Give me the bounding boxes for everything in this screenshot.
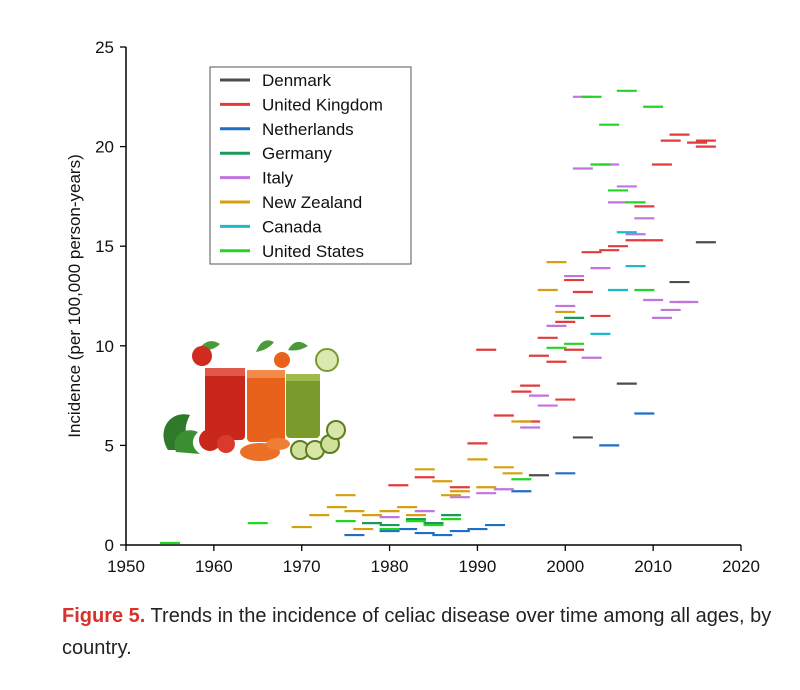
x-tick-label: 1960 [195,557,233,576]
figure-label: Figure 5. [62,605,146,627]
x-tick-label: 2020 [722,557,760,576]
figure-caption: Figure 5. Trends in the incidence of cel… [62,600,777,664]
legend-label: United Kingdom [262,95,383,114]
vegetable-juice-glasses-icon [163,340,346,461]
x-tick-label: 1980 [371,557,409,576]
y-tick-label: 25 [95,38,114,57]
y-tick-label: 10 [95,337,114,356]
chart: 1950 1960 1970 1980 1990 2000 2010 2020 0 5 10 15 2… [65,38,760,576]
data-marks [159,89,716,545]
y-tick-label: 15 [95,237,114,256]
y-axis-label: Incidence (per 100,000 person-years) [65,154,84,438]
x-tick-label: 2000 [546,557,584,576]
legend-label: Denmark [262,71,331,90]
x-tick-label: 1970 [283,557,321,576]
x-tick-label: 1990 [459,557,497,576]
legend-label: Germany [262,144,332,163]
legend-label: Netherlands [262,120,354,139]
legend: Denmark United Kingdom Netherlands Germany I… [209,66,412,265]
legend-label: Italy [262,169,294,188]
y-tick-label: 20 [95,138,114,157]
x-axis-ticks: 1950 1960 1970 1980 1990 2000 2010 2020 [107,545,760,576]
y-tick-label: 5 [105,436,114,455]
legend-label: United States [262,242,364,261]
legend-label: Canada [262,217,322,236]
legend-label: New Zealand [262,193,362,212]
x-tick-label: 2010 [634,557,672,576]
caption-text: Trends in the incidence of celiac diseas… [62,605,772,659]
y-tick-label: 0 [105,536,114,555]
x-tick-label: 1950 [107,557,145,576]
y-axis-ticks: 0 5 10 15 20 25 [95,38,126,555]
